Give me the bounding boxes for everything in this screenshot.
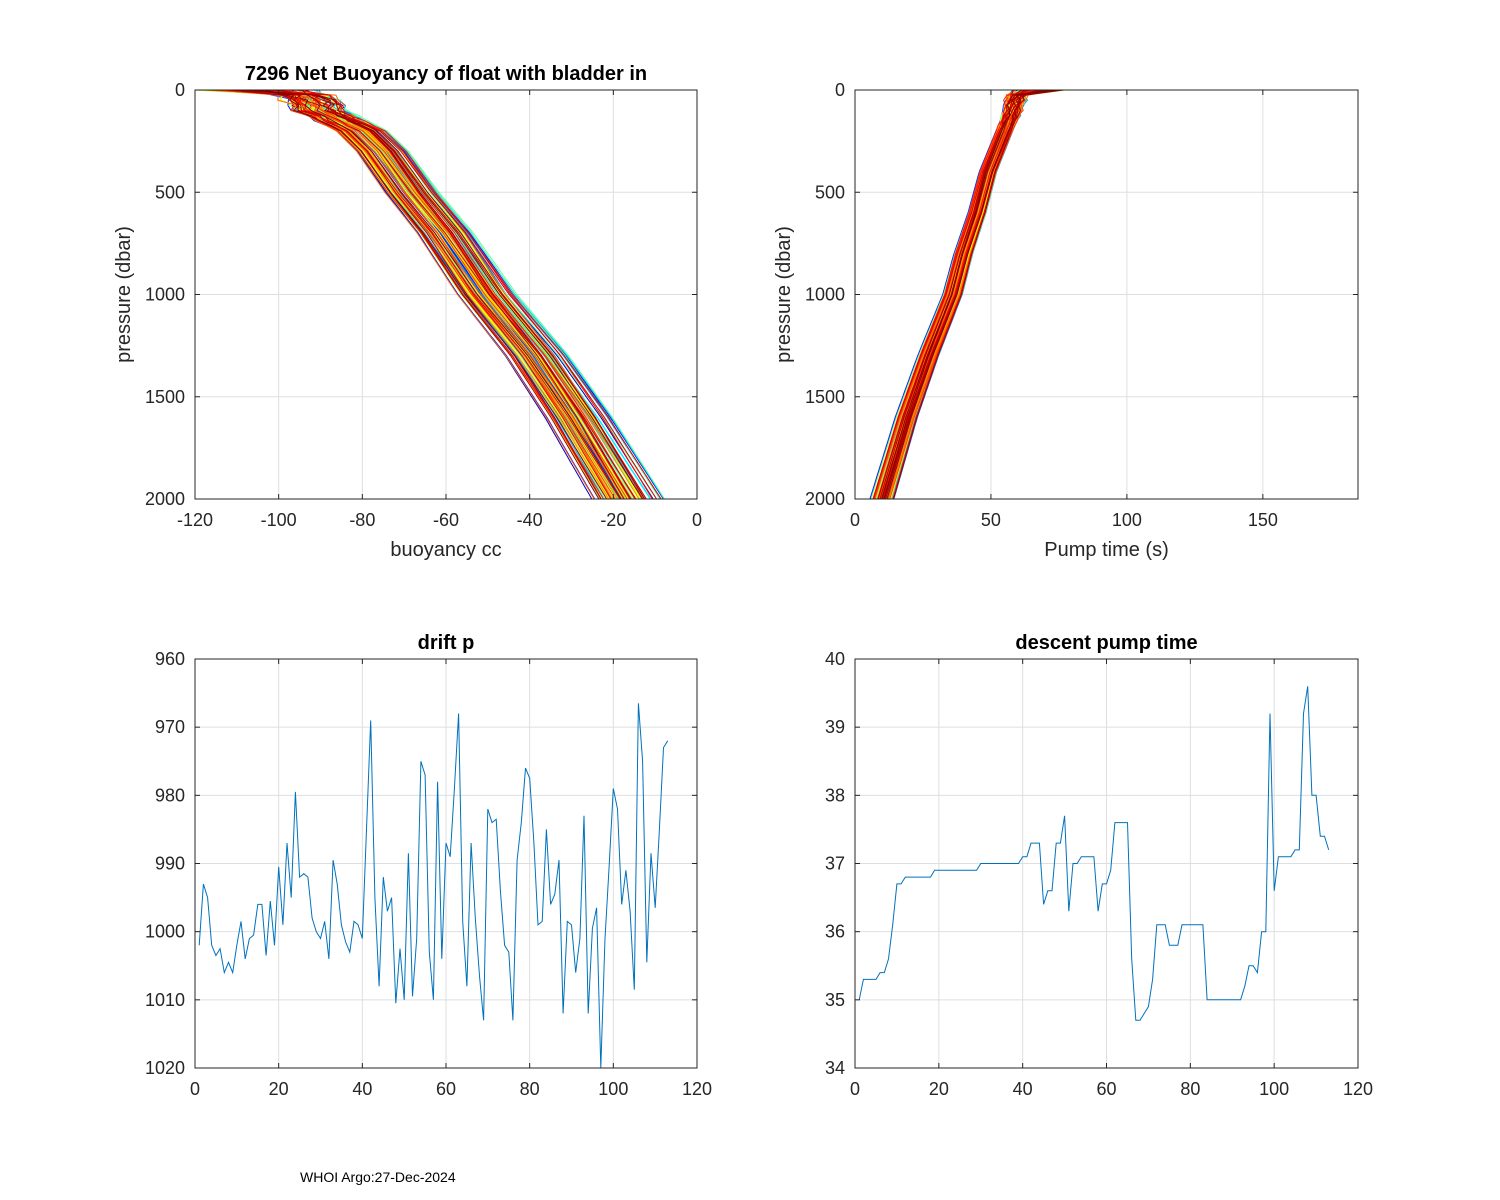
buoyancy-profile-line: [251, 90, 625, 499]
driftp-xtick-label: 40: [352, 1079, 372, 1099]
driftp-xtick-label: 0: [190, 1079, 200, 1099]
pump-xtick-label: 0: [850, 510, 860, 530]
descentpump-series-line: [858, 686, 1330, 1021]
descentpump-ytick-label: 35: [825, 990, 845, 1010]
buoyancy-ylabel: pressure (dbar): [113, 226, 135, 363]
descentpump-xtick-label: 120: [1343, 1079, 1373, 1099]
descentpump-ytick-label: 38: [825, 785, 845, 805]
buoyancy-xtick-label: -40: [517, 510, 543, 530]
buoyancy-profile-line: [214, 90, 595, 499]
buoyancy-profile-line: [276, 90, 602, 499]
buoyancy-profile-line: [267, 90, 621, 499]
pump-xtick-label: 100: [1112, 510, 1142, 530]
driftp-xtick-label: 120: [682, 1079, 712, 1099]
driftp-chart: 0 20 40 60 80 100 120 960 970 980 990 1000 1010 1020 d…: [145, 632, 712, 1099]
pump-series-group: [869, 90, 1066, 499]
driftp-xtick-label: 60: [436, 1079, 456, 1099]
driftp-xtick-label: 20: [269, 1079, 289, 1099]
buoyancy-profile-line: [249, 90, 628, 499]
buoyancy-profile-line: [243, 90, 616, 499]
buoyancy-ytick-label: 2000: [145, 489, 185, 509]
buoyancy-profile-line: [302, 90, 632, 499]
buoyancy-profile-line: [245, 90, 643, 499]
driftp-ytick-label: 1020: [145, 1058, 185, 1078]
descentpump-ytick-label: 34: [825, 1058, 845, 1078]
buoyancy-ytick-label: 500: [155, 182, 185, 202]
buoyancy-ytick-label: 1500: [145, 387, 185, 407]
buoyancy-xtick-label: 0: [692, 510, 702, 530]
driftp-xtick-label: 100: [598, 1079, 628, 1099]
buoyancy-profile-line: [264, 90, 622, 499]
driftp-ytick-label: 970: [155, 717, 185, 737]
buoyancy-xtick-label: -80: [349, 510, 375, 530]
descentpump-xtick-label: 40: [1013, 1079, 1033, 1099]
pump-ytick-label: 500: [815, 182, 845, 202]
pump-profile-line: [886, 90, 1047, 499]
pump-xtick-label: 150: [1248, 510, 1278, 530]
buoyancy-xtick-label: -60: [433, 510, 459, 530]
buoyancy-xtick-label: -100: [261, 510, 297, 530]
driftp-ytick-label: 990: [155, 854, 185, 874]
pump-ytick-label: 2000: [805, 489, 845, 509]
buoyancy-xtick-label: -20: [600, 510, 626, 530]
buoyancy-series-group: [195, 90, 666, 499]
pump-profile-line: [883, 90, 1061, 499]
descentpump-ytick-label: 39: [825, 717, 845, 737]
buoyancy-profile-line: [231, 90, 646, 499]
buoyancy-profile-line: [295, 90, 653, 499]
buoyancy-xlabel: buoyancy cc: [390, 539, 501, 561]
buoyancy-title: 7296 Net Buoyancy of float with bladder …: [245, 63, 647, 85]
descentpump-xtick-label: 80: [1180, 1079, 1200, 1099]
driftp-ytick-label: 1000: [145, 922, 185, 942]
pump-ytick-label: 1500: [805, 387, 845, 407]
buoyancy-profile-line: [212, 90, 596, 499]
pump-xtick-label: 50: [981, 510, 1001, 530]
pump-ylabel: pressure (dbar): [773, 226, 795, 363]
driftp-ytick-label: 980: [155, 785, 185, 805]
buoyancy-profile-line: [267, 90, 636, 499]
pump-ytick-label: 1000: [805, 285, 845, 305]
buoyancy-xtick-label: -120: [177, 510, 213, 530]
driftp-xtick-label: 80: [520, 1079, 540, 1099]
pump-profile-line: [869, 90, 1014, 499]
descentpump-xtick-label: 0: [850, 1079, 860, 1099]
descentpump-ytick-label: 37: [825, 854, 845, 874]
pump-profile-line: [879, 90, 1022, 499]
buoyancy-profile-line: [236, 90, 610, 499]
driftp-ytick-label: 960: [155, 649, 185, 669]
descentpump-ytick-label: 36: [825, 922, 845, 942]
pump-ytick-label: 0: [835, 80, 845, 100]
descentpump-xtick-label: 20: [929, 1079, 949, 1099]
descentpump-xtick-label: 60: [1096, 1079, 1116, 1099]
descentpump-title: descent pump time: [1015, 632, 1197, 654]
buoyancy-profile-line: [270, 90, 620, 499]
pump-profile-line: [893, 90, 1064, 499]
buoyancy-profile-line: [230, 90, 658, 499]
buoyancy-chart: -120 -100 -80 -60 -40 -20 0 0 500 1000 1500 2000 729…: [113, 63, 702, 561]
driftp-series-line: [198, 703, 669, 1068]
buoyancy-profile-line: [280, 90, 628, 499]
buoyancy-profile-line: [284, 90, 644, 499]
buoyancy-ytick-label: 1000: [145, 285, 185, 305]
buoyancy-profile-line: [267, 90, 666, 499]
footer-label: WHOI Argo:27-Dec-2024: [300, 1169, 456, 1185]
pump-xlabel: Pump time (s): [1044, 539, 1168, 561]
driftp-ytick-label: 1010: [145, 990, 185, 1010]
descentpump-ytick-label: 40: [825, 649, 845, 669]
buoyancy-profile-line: [203, 90, 625, 499]
buoyancy-profile-line: [275, 90, 631, 499]
driftp-series-group: [198, 703, 669, 1068]
descentpump-series-group: [858, 686, 1330, 1021]
driftp-title: drift p: [418, 632, 475, 654]
buoyancy-profile-line: [251, 90, 608, 499]
pump-profile-line: [872, 90, 1014, 499]
descentpump-xtick-label: 100: [1259, 1079, 1289, 1099]
buoyancy-ytick-label: 0: [175, 80, 185, 100]
pump-profile-line: [892, 90, 1037, 499]
descentpump-chart: 0 20 40 60 80 100 120 34 35 36 37 38 39 40 descent pum…: [825, 632, 1373, 1099]
buoyancy-profile-line: [269, 90, 662, 499]
buoyancy-profile-line: [259, 90, 637, 499]
